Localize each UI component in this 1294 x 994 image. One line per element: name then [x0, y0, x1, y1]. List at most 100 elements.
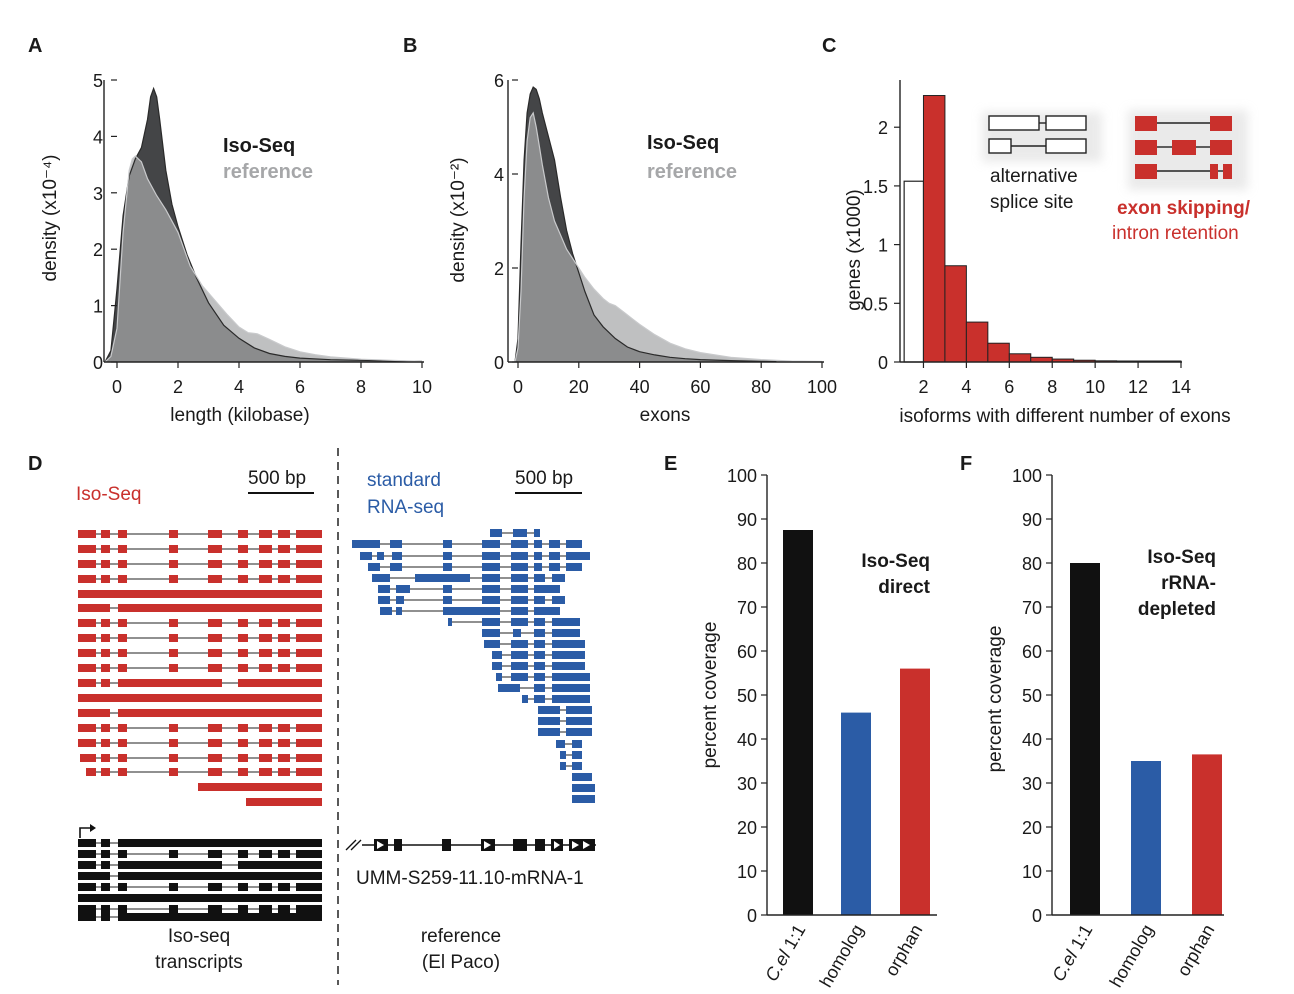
isoseq-transcript-13-exon-8 [296, 724, 322, 732]
isoseq-transcript-13-exon-3 [169, 724, 178, 732]
rnaseq-read-17-exon-1 [566, 717, 592, 725]
x-label-c: isoforms with different number of exons [899, 406, 1230, 427]
isoseq-transcript-14-exon-3 [169, 739, 178, 747]
y-tick-label-e-20: 20 [737, 818, 757, 838]
isoseq-transcript-16-exon-8 [296, 768, 322, 776]
x-label-b: exons [640, 405, 691, 426]
isoseq-transcript-9-exon-6 [259, 664, 272, 672]
rnaseq-read-22-exon-0 [572, 773, 592, 781]
y-tick-label-c-2: 2 [878, 118, 888, 138]
isoseq-transcript-7-exon-1 [101, 634, 110, 642]
rnaseq-read-16-exon-0 [538, 706, 560, 714]
rnaseq-read-2-exon-8 [566, 552, 590, 560]
rnaseq-read-7-exon-4 [534, 607, 560, 615]
rnaseq-read-13-exon-2 [534, 673, 545, 681]
isoseq-transcript-14-exon-2 [118, 739, 127, 747]
y-tick-label-b-4: 4 [494, 165, 504, 185]
isoseq-transcript-3-exon-7 [278, 575, 290, 583]
isoseq-transcript-17-exon-0 [198, 783, 322, 791]
bar-exon-skipping-3 [987, 342, 1010, 363]
rnaseq-read-10-exon-2 [534, 640, 545, 648]
isoseq-transcripts-line1: Iso-seq [168, 926, 230, 947]
isoseq-black-transcript-1-exon-4 [208, 850, 222, 858]
legend-intron-retention: intron retention [1112, 223, 1239, 244]
x-tick-label-b-80: 80 [751, 377, 771, 397]
x-category-label-e-2: orphan [881, 921, 926, 980]
rnaseq-read-6-exon-6 [552, 596, 565, 604]
rnaseq-read-3-exon-2 [443, 563, 452, 571]
rnaseq-read-6-exon-1 [396, 596, 404, 604]
y-tick-label-f-80: 80 [1022, 554, 1042, 574]
panel-label-b: B [403, 35, 417, 57]
isoseq-transcript-3-exon-8 [296, 575, 322, 583]
isoseq-black-transcript-0-exon-0 [78, 839, 96, 847]
isoseq-transcript-8-exon-8 [296, 649, 322, 657]
y-label-e: percent coverage [700, 622, 721, 769]
rnaseq-blue-reads [352, 529, 595, 803]
isoseq-black-transcript-1-exon-3 [169, 850, 178, 858]
isoseq-black-transcript-5-exon-0 [78, 894, 322, 902]
x-tick-label-c-2: 2 [918, 377, 928, 397]
isoseq-black-transcript-3-exon-1 [118, 872, 322, 880]
gene-id-label: UMM-S259-11.10-mRNA-1 [356, 868, 584, 889]
bar-e-cel11 [783, 530, 813, 915]
rnaseq-read-15-exon-2 [552, 695, 590, 703]
isoseq-black-transcript-6-exon-5 [238, 905, 248, 913]
isoseq-black-transcript-1-exon-0 [78, 850, 96, 858]
y-tick-label-c-0: 0 [878, 353, 888, 373]
annotation-e-line1: Iso-Seq [861, 551, 930, 572]
isoseq-transcript-0-exon-8 [296, 530, 322, 538]
isoseq-transcript-11-exon-0 [78, 694, 322, 702]
isoseq-transcript-15-exon-0 [80, 754, 96, 762]
isoseq-transcript-0-exon-4 [208, 530, 222, 538]
isoseq-transcript-0-exon-6 [259, 530, 272, 538]
isoseq-transcript-8-exon-1 [101, 649, 110, 657]
isoseq-transcript-16-exon-6 [259, 768, 272, 776]
reference-density-fill-a [105, 156, 422, 362]
isoseq-transcript-9-exon-8 [296, 664, 322, 672]
isoseq-transcript-14-exon-1 [101, 739, 110, 747]
rnaseq-read-0-exon-0 [490, 529, 502, 537]
x-category-label-e-1: homolog [816, 921, 868, 991]
annotation-f-line3: depleted [1138, 599, 1216, 620]
legend-exon-skipping: exon skipping/ [1117, 198, 1251, 219]
rnaseq-read-3-exon-1 [390, 563, 402, 571]
rnaseq-read-6-exon-2 [443, 596, 452, 604]
rnaseq-read-14-exon-2 [552, 684, 590, 692]
annotation-e-line2: direct [878, 577, 930, 598]
rnaseq-read-2-exon-3 [443, 552, 452, 560]
legend-alt-splice-line1: alternative [990, 166, 1078, 187]
bar-chart-f [1070, 563, 1222, 915]
rnaseq-read-2-exon-2 [392, 552, 402, 560]
panel-b: B 0 20 40 60 80 100 0 2 4 6 exons density (x10⁻²)… [403, 35, 837, 426]
isoseq-transcript-3-exon-2 [118, 575, 127, 583]
panel-c: C 2 4 6 8 10 12 14 0 0.5 1 1.5 2 isoforms with diff… [822, 35, 1251, 427]
isoseq-black-transcript-2-exon-3 [238, 861, 322, 869]
rnaseq-read-6-exon-4 [511, 596, 528, 604]
isoseq-transcript-10-exon-0 [78, 679, 96, 687]
isoseq-transcript-13-exon-0 [78, 724, 96, 732]
isoseq-transcript-15-exon-2 [118, 754, 127, 762]
isoseq-transcript-6-exon-6 [259, 619, 272, 627]
isoseq-density-line-b [514, 86, 777, 363]
rnaseq-read-13-exon-1 [511, 673, 528, 681]
isoseq-transcript-16-exon-3 [169, 768, 178, 776]
rnaseq-read-7-exon-3 [511, 607, 528, 615]
density-plot-a [104, 86, 423, 363]
annotation-f-line1: Iso-Seq [1147, 547, 1216, 568]
y-tick-label-a-0: 0 [93, 353, 103, 373]
rnaseq-read-5-exon-5 [534, 585, 560, 593]
rnaseq-read-4-exon-5 [552, 574, 565, 582]
annotation-f-line2: rRNA- [1161, 573, 1216, 594]
isoseq-density-line-a [104, 86, 423, 363]
reference-density-line-a [104, 155, 423, 363]
rnaseq-read-9-exon-2 [534, 629, 545, 637]
y-tick-label-a-1: 1 [93, 297, 103, 317]
x-tick-label-a-10: 10 [412, 377, 432, 397]
isoseq-black-transcript-6-exon-2 [118, 905, 127, 913]
rnaseq-read-4-exon-3 [511, 574, 528, 582]
bar-chart-e [783, 530, 930, 915]
rnaseq-read-0-exon-1 [513, 529, 527, 537]
isoseq-transcript-9-exon-4 [208, 664, 222, 672]
